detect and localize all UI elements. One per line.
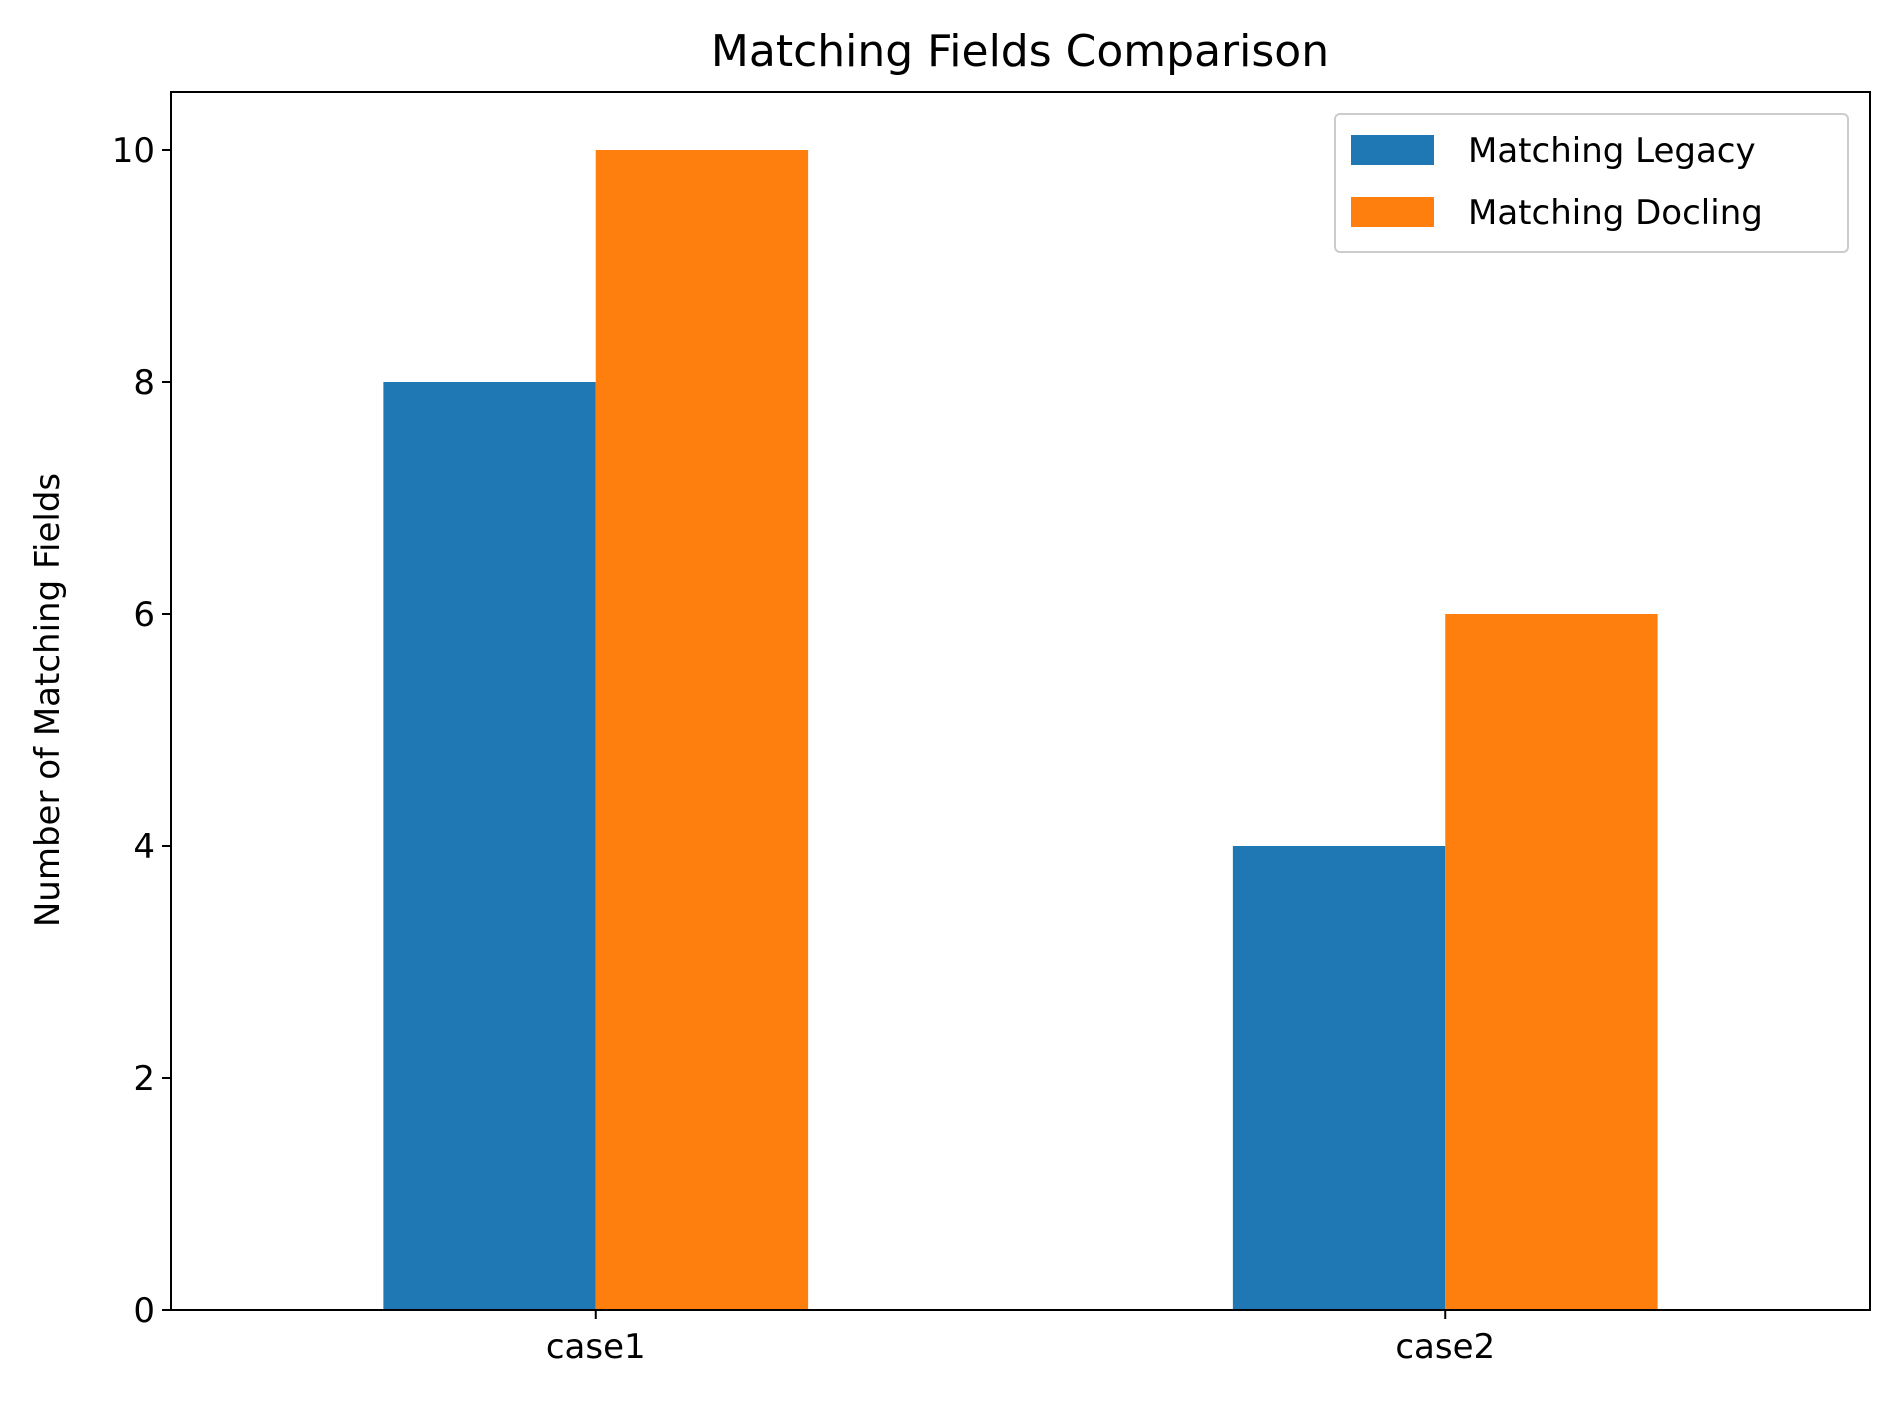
bar-matching-docling-case2: [1445, 614, 1657, 1310]
y-tick-label: 4: [133, 827, 155, 867]
legend-label-matching-docling: Matching Docling: [1468, 193, 1763, 233]
bar-matching-legacy-case2: [1233, 846, 1445, 1310]
bar-matching-legacy-case1: [383, 382, 595, 1310]
y-axis-label: Number of Matching Fields: [28, 473, 68, 927]
legend-swatch-matching-docling: [1351, 197, 1434, 227]
x-tick-label-case2: case2: [1395, 1327, 1495, 1367]
y-tick-label: 8: [133, 363, 155, 403]
x-tick-label-case1: case1: [546, 1327, 646, 1367]
chart-title: Matching Fields Comparison: [711, 26, 1329, 77]
y-tick-label: 6: [133, 595, 155, 635]
y-tick-label: 10: [112, 131, 155, 171]
y-tick-label: 0: [133, 1291, 155, 1331]
y-tick-label: 2: [133, 1059, 155, 1099]
bar-matching-docling-case1: [596, 150, 808, 1310]
legend-label-matching-legacy: Matching Legacy: [1468, 131, 1756, 171]
legend-swatch-matching-legacy: [1351, 135, 1434, 165]
legend: Matching Legacy Matching Docling: [1335, 114, 1848, 252]
